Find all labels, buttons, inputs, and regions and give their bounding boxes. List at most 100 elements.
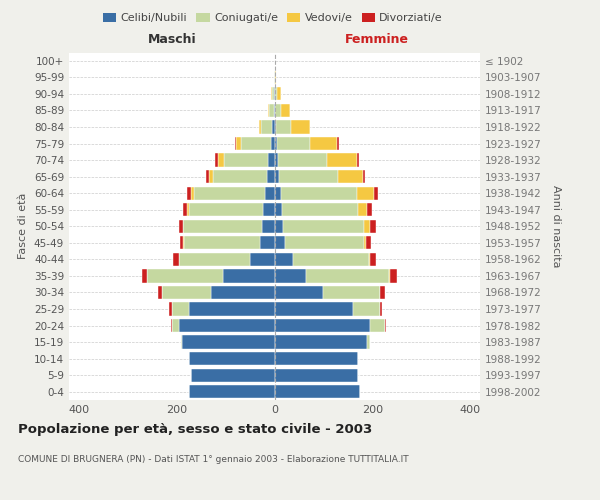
Bar [260, 236, 275, 250]
Y-axis label: Fasce di età: Fasce di età [19, 193, 28, 260]
Bar [374, 186, 378, 200]
Bar [191, 368, 275, 382]
Bar [187, 186, 191, 200]
Bar [290, 120, 310, 134]
Bar [323, 286, 380, 299]
Bar [364, 236, 366, 250]
Bar [173, 252, 179, 266]
Bar [367, 336, 370, 348]
Bar [259, 120, 261, 134]
Bar [283, 220, 364, 233]
Bar [241, 137, 271, 150]
Bar [369, 252, 370, 266]
Bar [275, 270, 307, 282]
Bar [179, 236, 184, 250]
Bar [370, 252, 376, 266]
Bar [385, 319, 386, 332]
Bar [206, 170, 209, 183]
Bar [275, 352, 358, 365]
Y-axis label: Anni di nascita: Anni di nascita [551, 185, 561, 268]
Bar [250, 252, 275, 266]
Bar [172, 319, 179, 332]
Bar [275, 236, 285, 250]
Bar [236, 137, 241, 150]
Bar [263, 203, 275, 216]
Bar [179, 319, 275, 332]
Bar [169, 302, 172, 316]
Bar [190, 203, 263, 216]
Bar [275, 252, 293, 266]
Bar [189, 385, 275, 398]
Bar [380, 302, 382, 316]
Bar [179, 220, 182, 233]
Text: COMUNE DI BRUGNERA (PN) - Dati ISTAT 1° gennaio 2003 - Elaborazione TUTTITALIA.I: COMUNE DI BRUGNERA (PN) - Dati ISTAT 1° … [18, 455, 409, 464]
Bar [272, 120, 275, 134]
Bar [275, 368, 358, 382]
Bar [268, 104, 269, 117]
Bar [280, 170, 338, 183]
Bar [271, 137, 275, 150]
Bar [367, 203, 373, 216]
Bar [307, 270, 389, 282]
Bar [266, 170, 275, 183]
Bar [370, 319, 385, 332]
Bar [338, 170, 362, 183]
Bar [275, 186, 281, 200]
Text: Maschi: Maschi [148, 33, 196, 46]
Bar [262, 220, 275, 233]
Bar [187, 203, 190, 216]
Bar [268, 154, 275, 166]
Bar [277, 137, 310, 150]
Bar [275, 319, 370, 332]
Bar [171, 319, 172, 332]
Bar [390, 270, 397, 282]
Bar [218, 154, 224, 166]
Bar [275, 154, 278, 166]
Bar [380, 286, 385, 299]
Bar [265, 186, 275, 200]
Bar [272, 87, 274, 101]
Bar [293, 252, 369, 266]
Bar [285, 236, 364, 250]
Bar [281, 186, 357, 200]
Bar [353, 302, 380, 316]
Bar [172, 302, 189, 316]
Bar [362, 170, 365, 183]
Bar [162, 286, 211, 299]
Bar [269, 104, 274, 117]
Bar [275, 70, 277, 84]
Bar [276, 120, 290, 134]
Bar [182, 220, 184, 233]
Bar [147, 270, 223, 282]
Bar [275, 286, 323, 299]
Bar [275, 137, 277, 150]
Bar [275, 385, 360, 398]
Bar [366, 236, 371, 250]
Bar [179, 252, 250, 266]
Bar [209, 170, 213, 183]
Bar [364, 220, 370, 233]
Bar [184, 203, 187, 216]
Bar [181, 336, 182, 348]
Bar [282, 203, 358, 216]
Bar [189, 302, 275, 316]
Text: Femmine: Femmine [345, 33, 409, 46]
Bar [275, 220, 283, 233]
Bar [358, 203, 367, 216]
Bar [275, 302, 353, 316]
Bar [275, 104, 281, 117]
Bar [356, 154, 359, 166]
Bar [215, 154, 218, 166]
Bar [223, 270, 275, 282]
Bar [194, 186, 265, 200]
Bar [278, 154, 328, 166]
Bar [310, 137, 337, 150]
Bar [275, 336, 367, 348]
Bar [184, 220, 262, 233]
Bar [191, 186, 194, 200]
Bar [211, 286, 275, 299]
Legend: Celibi/Nubili, Coniugati/e, Vedovi/e, Divorziati/e: Celibi/Nubili, Coniugati/e, Vedovi/e, Di… [98, 8, 448, 28]
Bar [189, 352, 275, 365]
Bar [357, 186, 374, 200]
Bar [235, 137, 236, 150]
